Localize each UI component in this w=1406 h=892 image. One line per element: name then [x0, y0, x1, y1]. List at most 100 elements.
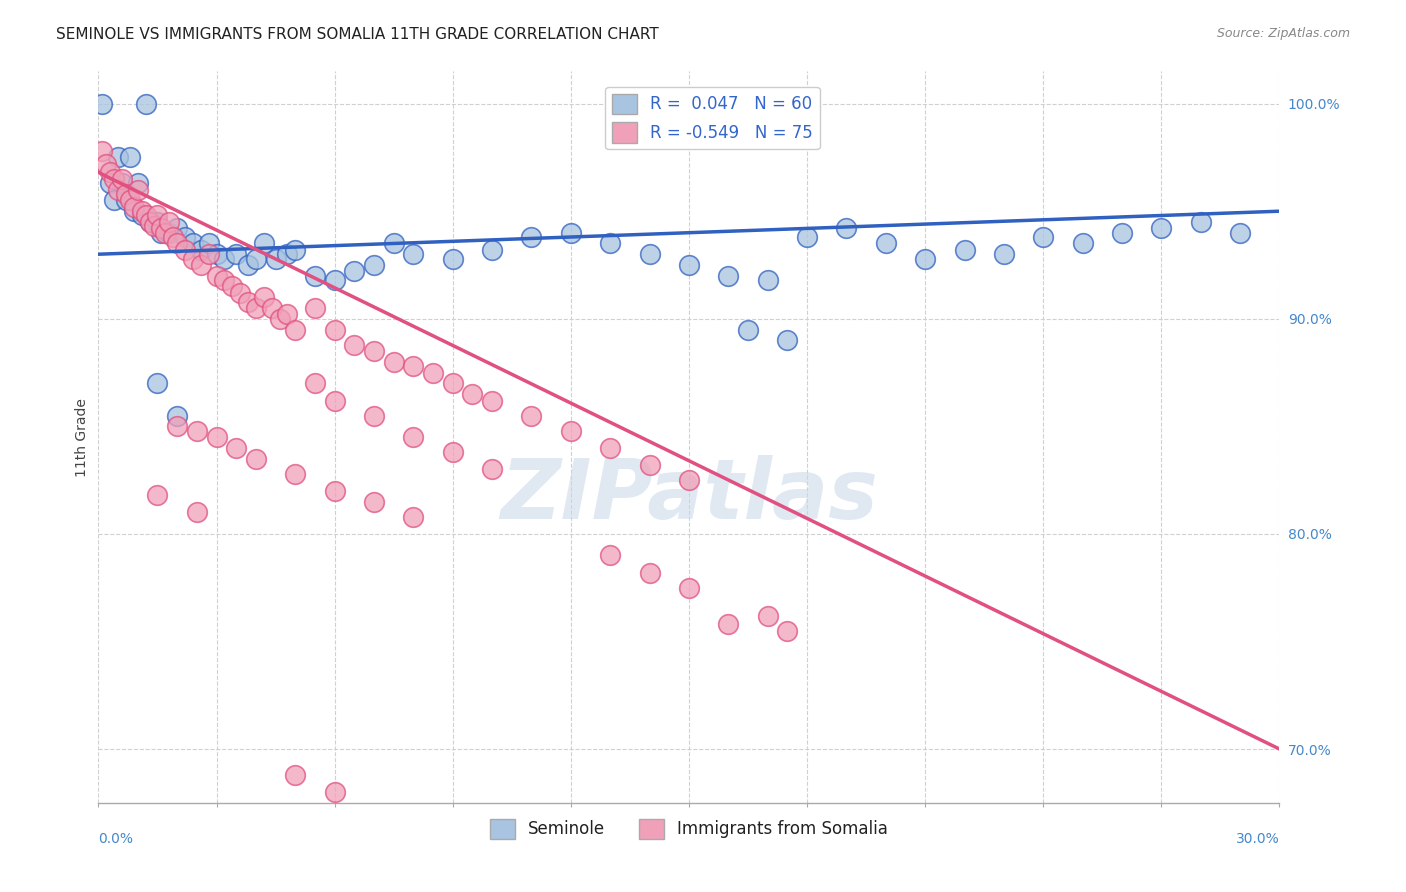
- Point: [599, 441, 621, 455]
- Point: [323, 393, 346, 408]
- Point: [402, 359, 425, 373]
- Point: [118, 150, 141, 164]
- Point: [323, 483, 346, 498]
- Point: [1189, 215, 1212, 229]
- Point: [1071, 236, 1094, 251]
- Point: [131, 204, 153, 219]
- Point: [111, 172, 134, 186]
- Point: [115, 194, 138, 208]
- Point: [363, 409, 385, 423]
- Point: [127, 176, 149, 190]
- Point: [953, 243, 976, 257]
- Point: [284, 322, 307, 336]
- Point: [678, 258, 700, 272]
- Point: [343, 264, 366, 278]
- Point: [122, 204, 145, 219]
- Point: [166, 221, 188, 235]
- Point: [186, 424, 208, 438]
- Point: [717, 617, 740, 632]
- Point: [131, 209, 153, 223]
- Point: [796, 230, 818, 244]
- Point: [461, 387, 484, 401]
- Point: [245, 252, 267, 266]
- Point: [835, 221, 858, 235]
- Point: [138, 215, 160, 229]
- Point: [253, 290, 276, 304]
- Point: [197, 236, 219, 251]
- Point: [343, 337, 366, 351]
- Point: [197, 247, 219, 261]
- Point: [245, 301, 267, 315]
- Point: [638, 566, 661, 580]
- Point: [441, 376, 464, 391]
- Point: [91, 144, 114, 158]
- Point: [214, 273, 236, 287]
- Point: [115, 186, 138, 201]
- Point: [304, 268, 326, 283]
- Point: [96, 157, 118, 171]
- Point: [236, 258, 259, 272]
- Point: [599, 549, 621, 563]
- Point: [269, 311, 291, 326]
- Point: [441, 252, 464, 266]
- Point: [107, 150, 129, 164]
- Point: [756, 608, 779, 623]
- Point: [174, 243, 197, 257]
- Point: [253, 236, 276, 251]
- Text: 30.0%: 30.0%: [1236, 832, 1279, 846]
- Point: [993, 247, 1015, 261]
- Point: [166, 419, 188, 434]
- Text: SEMINOLE VS IMMIGRANTS FROM SOMALIA 11TH GRADE CORRELATION CHART: SEMINOLE VS IMMIGRANTS FROM SOMALIA 11TH…: [56, 27, 659, 42]
- Point: [150, 226, 173, 240]
- Point: [481, 462, 503, 476]
- Point: [166, 409, 188, 423]
- Point: [1032, 230, 1054, 244]
- Text: Source: ZipAtlas.com: Source: ZipAtlas.com: [1216, 27, 1350, 40]
- Point: [98, 176, 121, 190]
- Point: [875, 236, 897, 251]
- Point: [560, 424, 582, 438]
- Point: [382, 236, 405, 251]
- Point: [205, 247, 228, 261]
- Point: [363, 494, 385, 508]
- Point: [122, 200, 145, 214]
- Point: [1229, 226, 1251, 240]
- Point: [205, 268, 228, 283]
- Point: [560, 226, 582, 240]
- Point: [236, 294, 259, 309]
- Point: [1150, 221, 1173, 235]
- Point: [107, 183, 129, 197]
- Point: [756, 273, 779, 287]
- Point: [142, 219, 165, 234]
- Point: [304, 376, 326, 391]
- Point: [363, 258, 385, 272]
- Point: [146, 488, 169, 502]
- Point: [103, 172, 125, 186]
- Point: [276, 247, 298, 261]
- Point: [98, 165, 121, 179]
- Point: [181, 236, 204, 251]
- Point: [146, 215, 169, 229]
- Point: [304, 301, 326, 315]
- Point: [520, 409, 543, 423]
- Point: [520, 230, 543, 244]
- Point: [441, 445, 464, 459]
- Point: [150, 221, 173, 235]
- Point: [776, 624, 799, 638]
- Point: [225, 441, 247, 455]
- Point: [111, 176, 134, 190]
- Point: [382, 355, 405, 369]
- Point: [162, 230, 184, 244]
- Y-axis label: 11th Grade: 11th Grade: [76, 398, 90, 476]
- Point: [717, 268, 740, 283]
- Legend: Seminole, Immigrants from Somalia: Seminole, Immigrants from Somalia: [484, 812, 894, 846]
- Point: [323, 273, 346, 287]
- Point: [264, 252, 287, 266]
- Point: [135, 96, 157, 111]
- Point: [260, 301, 283, 315]
- Point: [181, 252, 204, 266]
- Point: [138, 215, 160, 229]
- Point: [146, 376, 169, 391]
- Point: [638, 458, 661, 472]
- Point: [323, 785, 346, 799]
